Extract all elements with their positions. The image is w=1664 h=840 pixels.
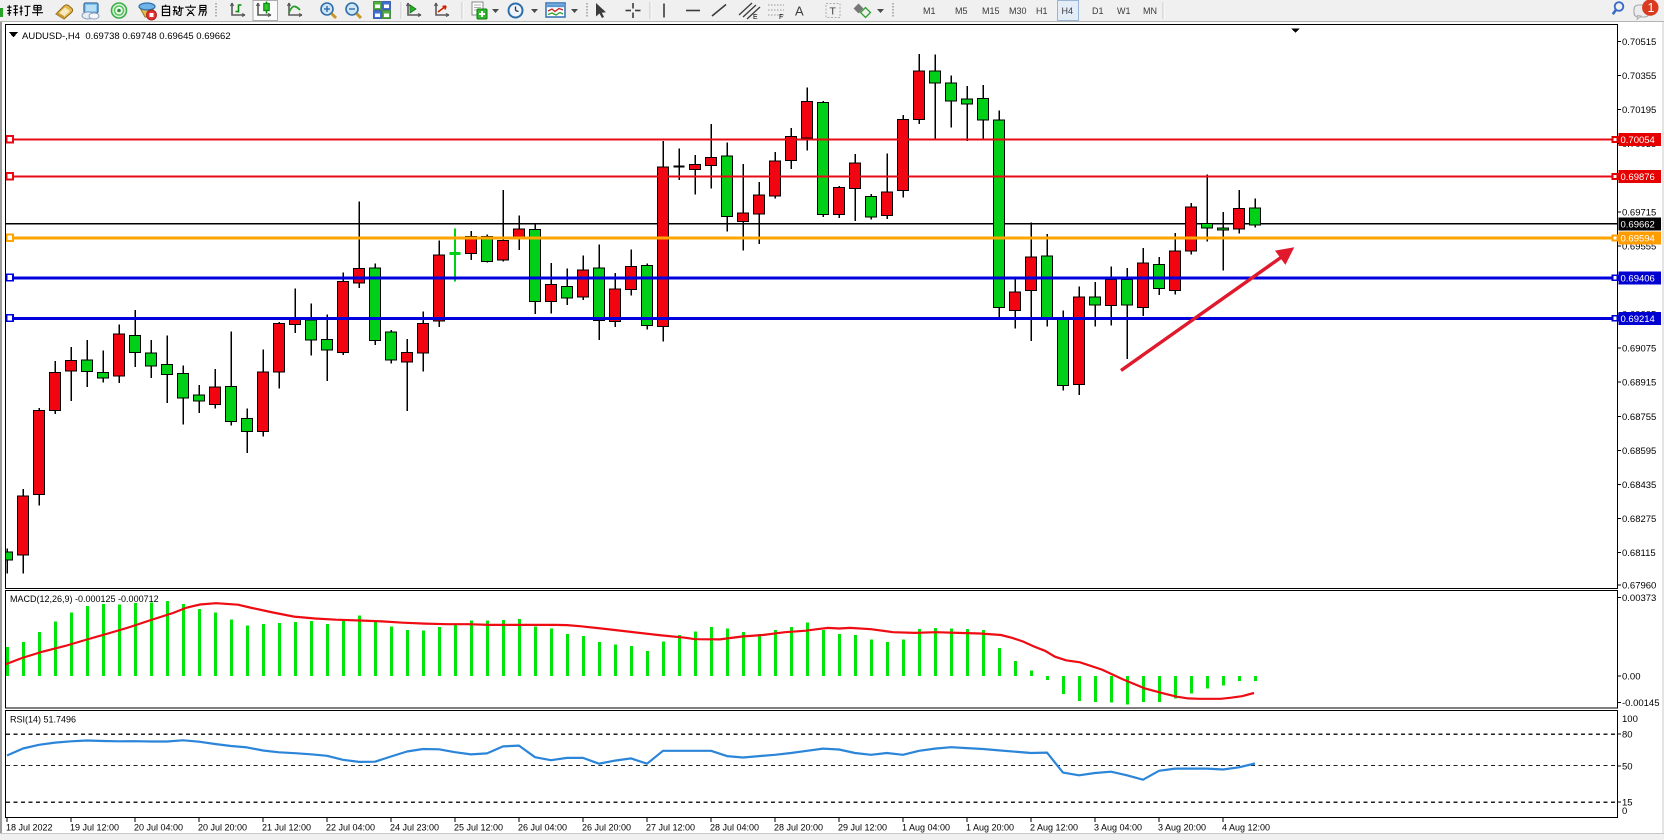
svg-text:28 Jul 04:00: 28 Jul 04:00: [710, 823, 759, 833]
svg-text:50: 50: [1622, 762, 1633, 773]
svg-text:28 Jul 20:00: 28 Jul 20:00: [774, 823, 823, 833]
svg-text:M15: M15: [982, 6, 1000, 16]
svg-text:AUDUSD-,H4 0.69738 0.69748 0.: AUDUSD-,H4 0.69738 0.69748 0.69645 0.696…: [22, 31, 231, 42]
svg-text:A: A: [795, 4, 804, 19]
svg-text:W1: W1: [1117, 6, 1131, 16]
svg-text:3 Aug 20:00: 3 Aug 20:00: [1158, 823, 1206, 833]
svg-text:25 Jul 12:00: 25 Jul 12:00: [454, 823, 503, 833]
svg-text:18 Jul 2022: 18 Jul 2022: [6, 823, 53, 833]
svg-text:0.67960: 0.67960: [1622, 581, 1656, 592]
svg-text:4 Aug 12:00: 4 Aug 12:00: [1222, 823, 1270, 833]
svg-text:0.69594: 0.69594: [1621, 234, 1655, 245]
svg-text:M1: M1: [923, 6, 936, 16]
svg-text:20 Jul 04:00: 20 Jul 04:00: [134, 823, 183, 833]
svg-text:0.00373: 0.00373: [1622, 593, 1656, 604]
svg-text:M5: M5: [955, 6, 968, 16]
svg-text:MACD(12,26,9) -0.000125 -0.000: MACD(12,26,9) -0.000125 -0.000712: [10, 594, 159, 604]
svg-text:20 Jul 20:00: 20 Jul 20:00: [198, 823, 247, 833]
svg-text:100: 100: [1622, 714, 1638, 725]
svg-text:0.70195: 0.70195: [1622, 105, 1656, 116]
svg-text:0.70054: 0.70054: [1621, 135, 1655, 146]
svg-text:F: F: [779, 14, 783, 21]
svg-text:RSI(14) 51.7496: RSI(14) 51.7496: [10, 715, 76, 725]
svg-text:MN: MN: [1143, 6, 1157, 16]
svg-text:0.68755: 0.68755: [1622, 412, 1656, 423]
svg-text:1: 1: [1648, 1, 1655, 15]
svg-text:T: T: [830, 6, 837, 18]
svg-text:0.70355: 0.70355: [1622, 71, 1656, 82]
svg-text:0.69406: 0.69406: [1621, 273, 1655, 284]
svg-text:E: E: [753, 14, 758, 21]
svg-text:0.69662: 0.69662: [1621, 220, 1655, 231]
svg-text:0.69555: 0.69555: [1622, 241, 1656, 252]
svg-text:1 Aug 20:00: 1 Aug 20:00: [966, 823, 1014, 833]
svg-text:80: 80: [1622, 729, 1633, 740]
svg-text:21 Jul 12:00: 21 Jul 12:00: [262, 823, 311, 833]
svg-text:15: 15: [1622, 798, 1633, 809]
svg-text:0.69876: 0.69876: [1621, 172, 1655, 183]
svg-text:M30: M30: [1009, 6, 1027, 16]
svg-text:0.69715: 0.69715: [1622, 207, 1656, 218]
svg-text:0.70515: 0.70515: [1622, 37, 1656, 48]
svg-text:0.68275: 0.68275: [1622, 514, 1656, 525]
svg-text:0.68915: 0.68915: [1622, 378, 1656, 389]
svg-text:H1: H1: [1036, 6, 1048, 16]
svg-text:19 Jul 12:00: 19 Jul 12:00: [70, 823, 119, 833]
svg-text:0.68115: 0.68115: [1622, 548, 1656, 559]
svg-text:26 Jul 20:00: 26 Jul 20:00: [582, 823, 631, 833]
svg-text:0.68595: 0.68595: [1622, 446, 1656, 457]
svg-text:0.69075: 0.69075: [1622, 344, 1656, 355]
svg-text:22 Jul 04:00: 22 Jul 04:00: [326, 823, 375, 833]
svg-text:1 Aug 04:00: 1 Aug 04:00: [902, 823, 950, 833]
svg-text:0.69214: 0.69214: [1621, 314, 1655, 325]
svg-text:0.68435: 0.68435: [1622, 480, 1656, 491]
svg-text:-0.00145: -0.00145: [1622, 698, 1660, 709]
svg-text:0: 0: [1622, 806, 1627, 817]
svg-text:2 Aug 12:00: 2 Aug 12:00: [1030, 823, 1078, 833]
svg-text:H4: H4: [1062, 6, 1074, 16]
svg-text:24 Jul 23:00: 24 Jul 23:00: [390, 823, 439, 833]
svg-text:27 Jul 12:00: 27 Jul 12:00: [646, 823, 695, 833]
svg-text:26 Jul 04:00: 26 Jul 04:00: [518, 823, 567, 833]
svg-text:D1: D1: [1092, 6, 1104, 16]
svg-text:0.00: 0.00: [1622, 672, 1641, 683]
svg-text:3 Aug 04:00: 3 Aug 04:00: [1094, 823, 1142, 833]
svg-text:29 Jul 12:00: 29 Jul 12:00: [838, 823, 887, 833]
